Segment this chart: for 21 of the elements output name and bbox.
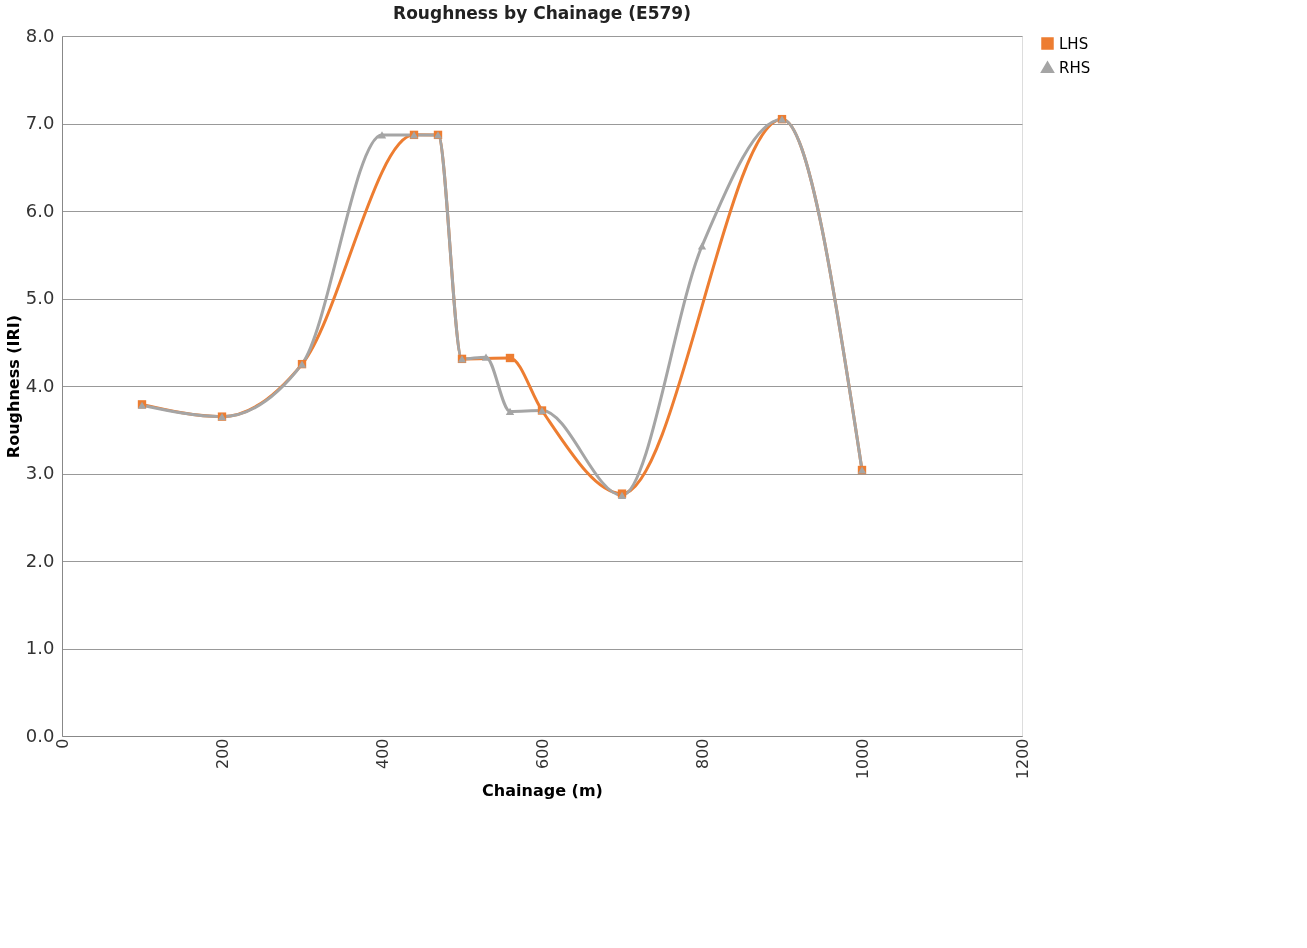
x-tick-label: 600 bbox=[532, 738, 552, 770]
y-axis-title: Roughness (IRI) bbox=[3, 314, 23, 459]
y-tick-label: 5.0 bbox=[25, 287, 55, 308]
y-tick-label: 8.0 bbox=[25, 24, 55, 46]
x-tick-label: 200 bbox=[212, 738, 232, 770]
x-axis-title: Chainage (m) bbox=[482, 781, 603, 801]
y-tick-label: 3.0 bbox=[25, 462, 55, 483]
legend-label: LHS bbox=[1059, 34, 1089, 53]
x-tick-label: 1200 bbox=[1012, 738, 1032, 780]
y-tick-label: 2.0 bbox=[25, 549, 55, 571]
x-tick-label: 400 bbox=[372, 738, 392, 770]
legend-label: RHS bbox=[1059, 58, 1091, 77]
chart-title: Roughness by Chainage (E579) bbox=[393, 3, 691, 23]
x-tick-label: 800 bbox=[692, 738, 712, 770]
y-tick-label: 0.0 bbox=[25, 724, 55, 746]
y-tick-label: 1.0 bbox=[25, 637, 55, 658]
x-tick-label: 0 bbox=[52, 738, 72, 749]
y-tick-label: 6.0 bbox=[25, 199, 55, 221]
x-tick-label: 1000 bbox=[852, 738, 872, 780]
y-tick-label: 7.0 bbox=[25, 112, 55, 133]
y-tick-label: 4.0 bbox=[25, 374, 55, 396]
